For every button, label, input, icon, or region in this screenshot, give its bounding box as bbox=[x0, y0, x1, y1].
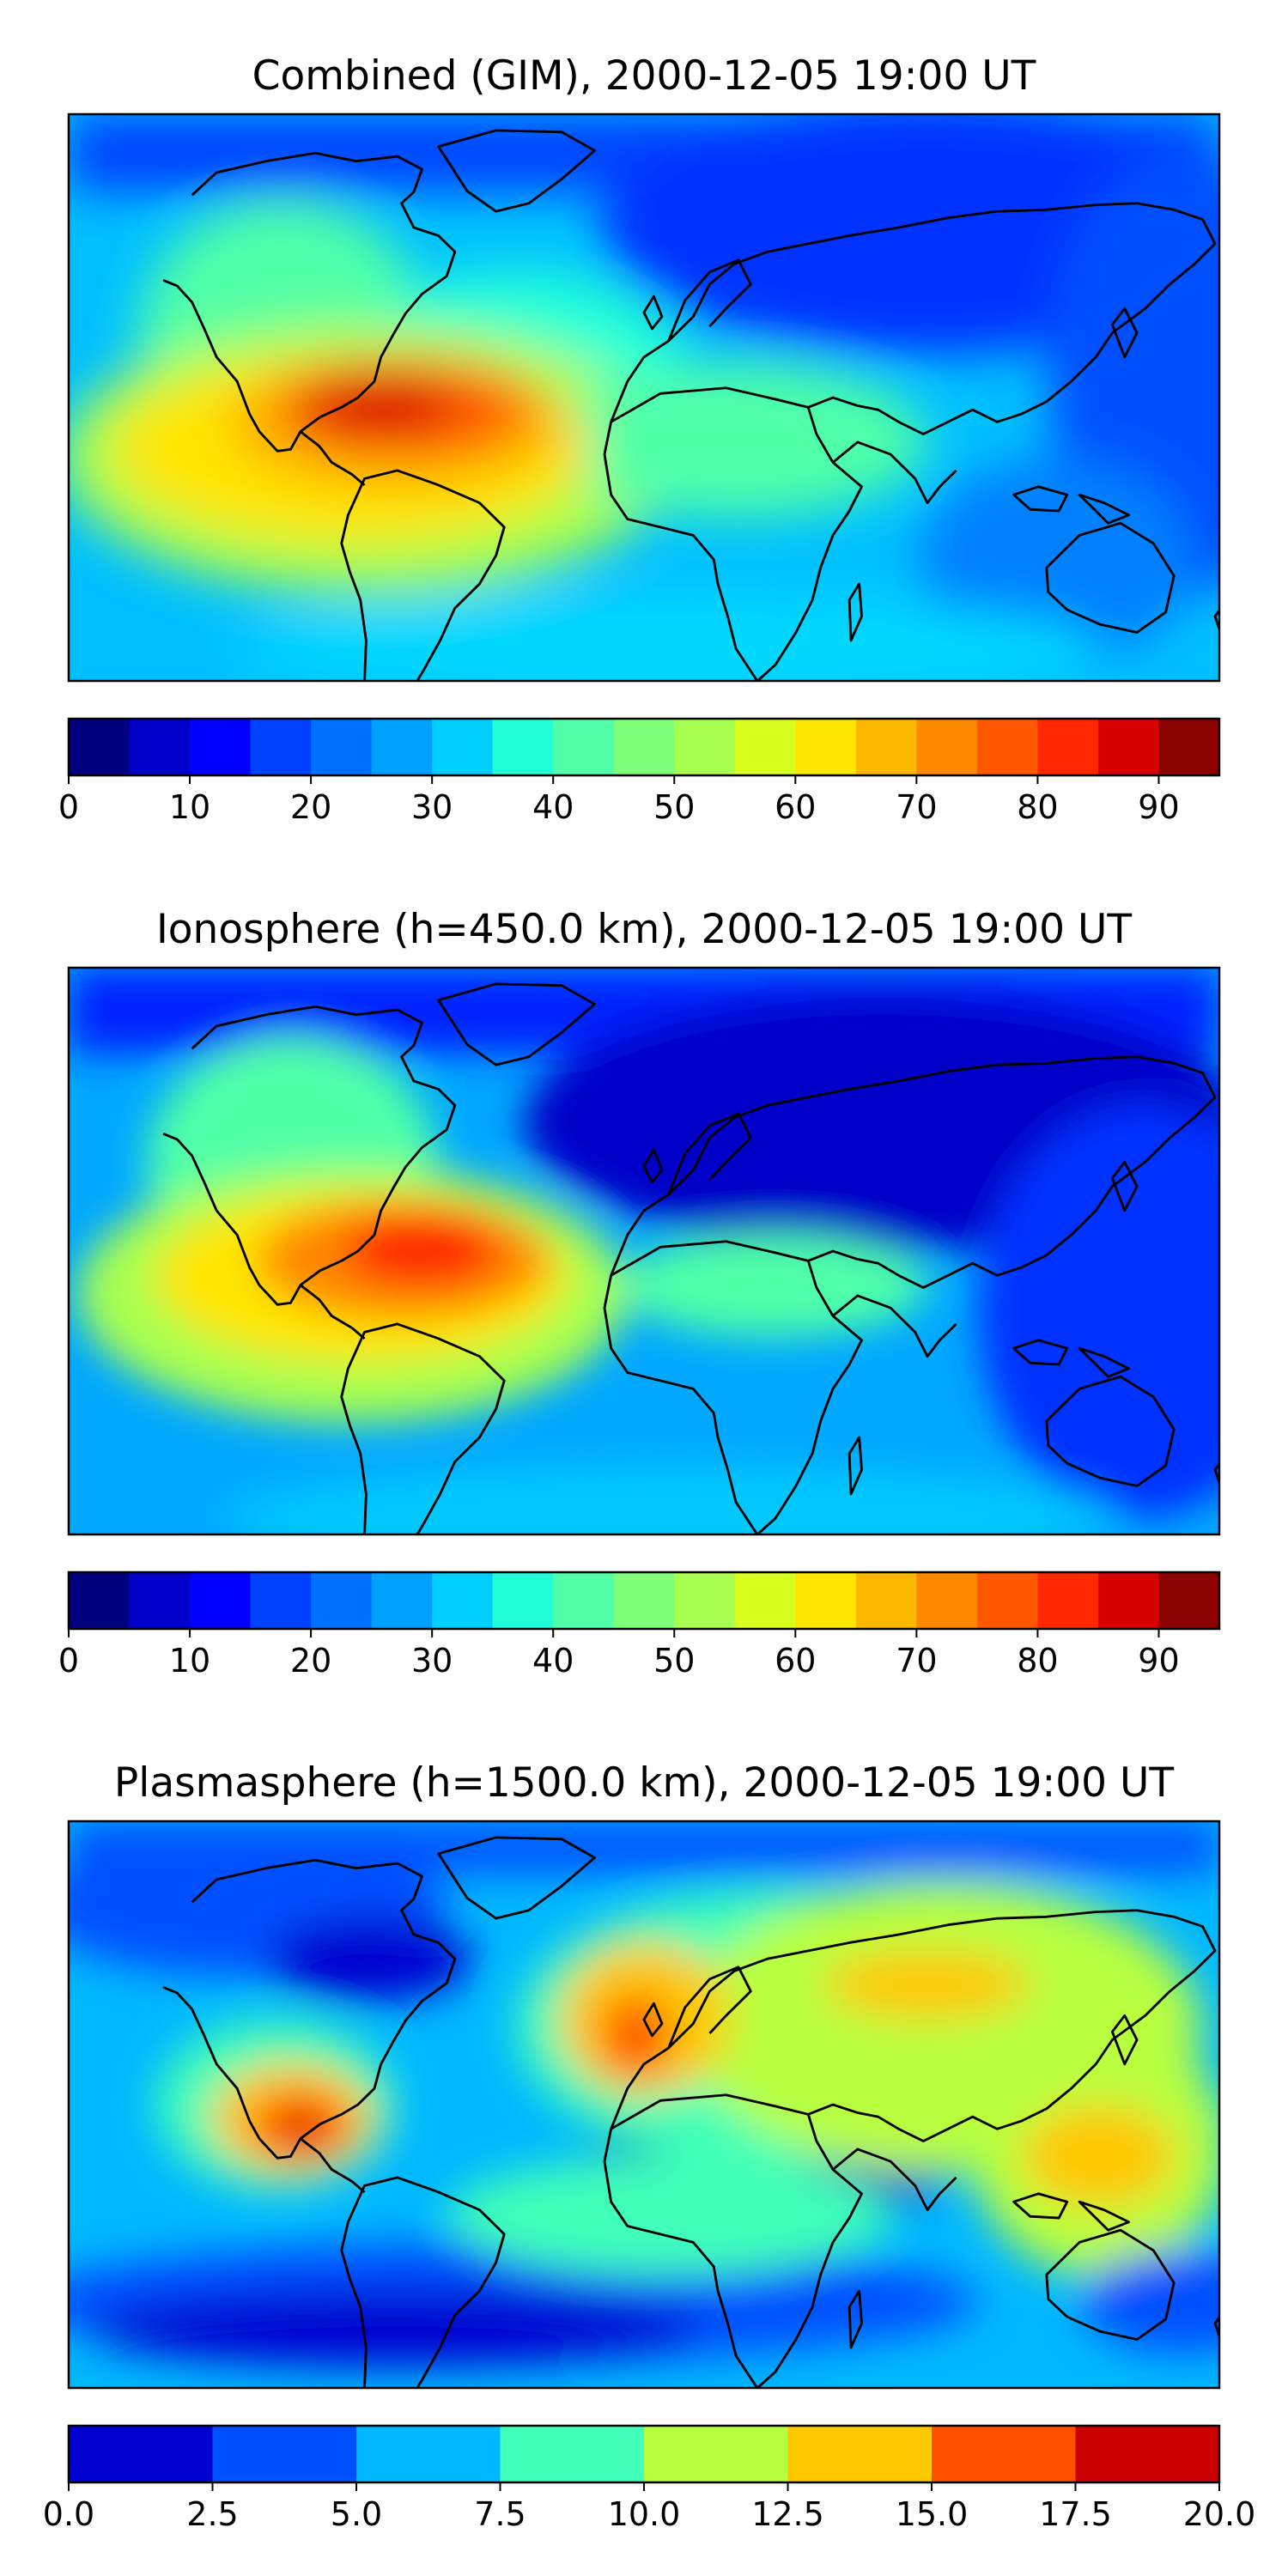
colorbar-combined-segment bbox=[69, 719, 131, 775]
colorbar-combined-segment bbox=[674, 719, 736, 775]
colorbar-ionosphere-tick-label: 20 bbox=[290, 1642, 331, 1680]
colorbar-ionosphere-segment bbox=[311, 1572, 373, 1629]
frame-ionosphere bbox=[67, 966, 1221, 1536]
frame-plasmasphere bbox=[67, 1820, 1221, 2390]
colorbar-ionosphere-frame bbox=[67, 1571, 1221, 1631]
colorbar-plasmasphere-segment bbox=[787, 2426, 933, 2482]
colorbar-ionosphere-segment bbox=[69, 1572, 131, 1629]
colorbar-combined-segment bbox=[553, 719, 615, 775]
colorbar-combined-segment bbox=[129, 719, 191, 775]
title-plasmasphere: Plasmasphere (h=1500.0 km), 2000-12-05 1… bbox=[114, 1759, 1174, 1807]
colorbar-ionosphere-tick-label: 10 bbox=[169, 1642, 210, 1680]
colorbar-combined-segment bbox=[432, 719, 494, 775]
panel-combined: Combined (GIM), 2000-12-05 19:00 UT bbox=[58, 52, 1221, 826]
colorbar-combined: 0 10 20 30 40 50 60 70 80 90 bbox=[58, 717, 1221, 826]
colorbar-combined-tick-label: 10 bbox=[169, 788, 210, 826]
title-combined: Combined (GIM), 2000-12-05 19:00 UT bbox=[252, 52, 1036, 100]
colorbar-ionosphere-segment bbox=[432, 1572, 494, 1629]
colorbar-ionosphere-segment bbox=[976, 1572, 1039, 1629]
colorbar-ionosphere-segment bbox=[190, 1572, 252, 1629]
colorbar-combined-tick-label: 90 bbox=[1138, 788, 1179, 826]
colorbar-ionosphere-segment bbox=[129, 1572, 191, 1629]
colorbar-combined-segment bbox=[250, 719, 312, 775]
frame-combined bbox=[67, 112, 1221, 683]
colorbar-combined-segment bbox=[855, 719, 917, 775]
map-ionosphere bbox=[69, 968, 1219, 1534]
colorbar-combined-segment bbox=[1097, 719, 1160, 775]
colorbar-ionosphere-segment bbox=[553, 1572, 615, 1629]
colorbar-ionosphere-tick-label: 0 bbox=[58, 1642, 79, 1680]
colorbar-combined-segment bbox=[613, 719, 675, 775]
colorbar-combined-segment bbox=[190, 719, 252, 775]
colorbar-ionosphere-tick-label: 40 bbox=[532, 1642, 574, 1680]
colorbar-plasmasphere-segment bbox=[644, 2426, 789, 2482]
colorbar-combined-segment bbox=[1158, 719, 1220, 775]
colorbar-combined-segment bbox=[916, 719, 978, 775]
colorbar-combined-segment bbox=[311, 719, 373, 775]
title-ionosphere: Ionosphere (h=450.0 km), 2000-12-05 19:0… bbox=[156, 906, 1132, 953]
colorbar-combined-tick-label: 20 bbox=[290, 788, 331, 826]
colorbar-plasmasphere-tick-label: 0.0 bbox=[43, 2495, 94, 2533]
colorbar-plasmasphere-segment bbox=[356, 2426, 501, 2482]
colorbar-plasmasphere-segment bbox=[500, 2426, 645, 2482]
colorbar-ionosphere-segment bbox=[492, 1572, 554, 1629]
panel-plasmasphere: Plasmasphere (h=1500.0 km), 2000-12-05 1… bbox=[43, 1759, 1256, 2533]
colorbar-plasmasphere-segment bbox=[69, 2426, 214, 2482]
colorbar-combined-tick-label: 80 bbox=[1017, 788, 1058, 826]
colorbar-plasmasphere-segment bbox=[1075, 2426, 1220, 2482]
colorbar-combined-tick-label: 0 bbox=[58, 788, 79, 826]
colorbar-plasmasphere-tick-label: 17.5 bbox=[1039, 2495, 1112, 2533]
colorbar-combined-segment bbox=[492, 719, 554, 775]
colorbar-combined-segment bbox=[795, 719, 857, 775]
colorbar-ionosphere-segment bbox=[1037, 1572, 1099, 1629]
colorbar-combined-tick-label: 50 bbox=[653, 788, 695, 826]
colorbar-plasmasphere-tick-label: 7.5 bbox=[474, 2495, 526, 2533]
colorbar-ionosphere-tick-label: 90 bbox=[1138, 1642, 1179, 1680]
colorbar-plasmasphere: 0.0 2.5 5.0 7.5 10.0 12.5 15.0 17.5 20.0 bbox=[43, 2424, 1256, 2533]
map-combined bbox=[69, 114, 1219, 681]
colorbar-ionosphere-segment bbox=[1097, 1572, 1160, 1629]
colorbar-plasmasphere-tick-label: 2.5 bbox=[186, 2495, 238, 2533]
colorbar-ionosphere-segment bbox=[371, 1572, 433, 1629]
colorbar-combined-segment bbox=[734, 719, 796, 775]
colorbar-ionosphere-tick-label: 60 bbox=[775, 1642, 816, 1680]
colorbar-ionosphere-tick-label: 80 bbox=[1017, 1642, 1058, 1680]
colorbar-ionosphere-tick-label: 30 bbox=[411, 1642, 453, 1680]
colorbar-combined-segment bbox=[976, 719, 1039, 775]
colorbar-combined-segment bbox=[1037, 719, 1099, 775]
panel-ionosphere: Ionosphere (h=450.0 km), 2000-12-05 19:0… bbox=[58, 906, 1221, 1680]
colorbar-combined-tick-label: 30 bbox=[411, 788, 453, 826]
colorbar-combined-tick-label: 40 bbox=[532, 788, 574, 826]
colorbar-combined-segment bbox=[371, 719, 433, 775]
colorbar-ionosphere-segment bbox=[613, 1572, 675, 1629]
colorbar-combined-frame bbox=[67, 717, 1221, 777]
colorbar-combined-tick-label: 60 bbox=[775, 788, 816, 826]
colorbar-ionosphere-segment bbox=[916, 1572, 978, 1629]
colorbar-ionosphere-segment bbox=[855, 1572, 917, 1629]
colorbar-ionosphere: 0 10 20 30 40 50 60 70 80 90 bbox=[58, 1571, 1221, 1680]
colorbar-combined-tick-label: 70 bbox=[896, 788, 937, 826]
colorbar-plasmasphere-tick-label: 5.0 bbox=[331, 2495, 382, 2533]
colorbar-ionosphere-tick-label: 50 bbox=[653, 1642, 695, 1680]
colorbar-ionosphere-segment bbox=[795, 1572, 857, 1629]
colorbar-ionosphere-tick-label: 70 bbox=[896, 1642, 937, 1680]
map-plasmasphere bbox=[69, 1821, 1219, 2388]
colorbar-plasmasphere-tick-label: 12.5 bbox=[751, 2495, 824, 2533]
colorbar-plasmasphere-tick-label: 15.0 bbox=[896, 2495, 969, 2533]
colorbar-plasmasphere-segment bbox=[212, 2426, 357, 2482]
colorbar-ionosphere-segment bbox=[250, 1572, 312, 1629]
colorbar-ionosphere-segment bbox=[674, 1572, 736, 1629]
colorbar-plasmasphere-segment bbox=[932, 2426, 1077, 2482]
colorbar-plasmasphere-tick-label: 10.0 bbox=[608, 2495, 681, 2533]
colorbar-ionosphere-segment bbox=[734, 1572, 796, 1629]
colorbar-ionosphere-segment bbox=[1158, 1572, 1220, 1629]
colorbar-plasmasphere-tick-label: 20.0 bbox=[1183, 2495, 1256, 2533]
